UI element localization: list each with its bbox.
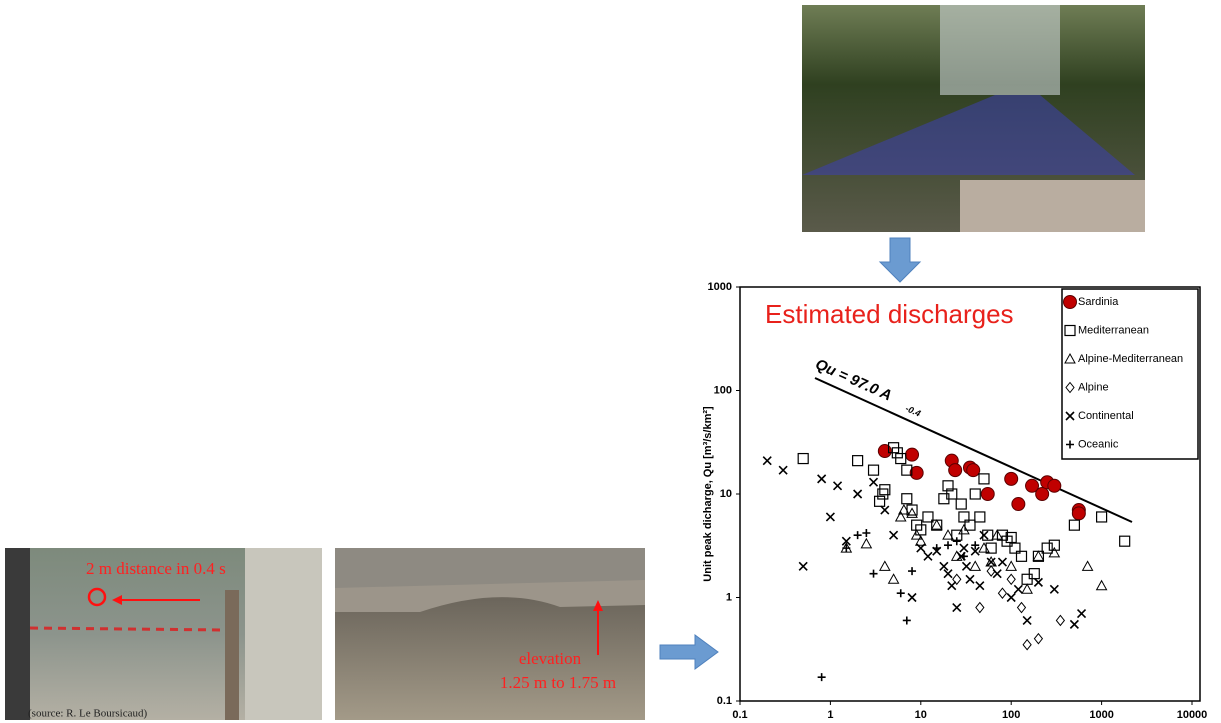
- y-tick-label: 100: [714, 384, 732, 396]
- x-tick-label: 0.1: [732, 709, 747, 721]
- legend-label: Oceanic: [1078, 438, 1119, 450]
- legend-label: Alpine: [1078, 381, 1109, 393]
- flood-photo-1: 2 m distance in 0.4 s (source: R. Le Bou…: [5, 548, 322, 720]
- chart-title: Estimated discharges: [765, 299, 1014, 329]
- data-point: [981, 488, 994, 501]
- photo-caption: 1.25 m to 1.75 m: [500, 673, 616, 692]
- data-point: [906, 448, 919, 461]
- x-tick-label: 100: [1002, 709, 1020, 721]
- chart: Estimated discharges Unit peak dicharge,…: [702, 281, 1207, 721]
- flood-photo-2: elevation 1.25 m to 1.75 m: [335, 548, 645, 720]
- x-tick-label: 1000: [1089, 709, 1113, 721]
- data-point: [1036, 488, 1049, 501]
- legend-label: Continental: [1078, 410, 1134, 422]
- data-point: [878, 445, 891, 458]
- data-point: [949, 464, 962, 477]
- legend-label: Alpine-Mediterranean: [1078, 353, 1183, 365]
- photo-caption: elevation: [519, 649, 582, 668]
- y-tick-label: 1: [726, 591, 732, 603]
- legend-label: Mediterranean: [1078, 324, 1149, 336]
- legend-box: [1062, 289, 1198, 459]
- data-point: [967, 464, 980, 477]
- x-tick-label: 1: [827, 709, 833, 721]
- x-tick-label: 10000: [1177, 709, 1208, 721]
- y-tick-label: 0.1: [717, 695, 732, 707]
- river-photo: [802, 5, 1145, 232]
- y-tick-label: 10: [720, 488, 732, 500]
- x-tick-label: 10: [915, 709, 927, 721]
- photo-source: (source: R. Le Boursicaud): [28, 708, 147, 720]
- data-point: [1005, 472, 1018, 485]
- data-point: [1048, 479, 1061, 492]
- legend-label: Sardinia: [1078, 296, 1119, 308]
- data-point: [1072, 507, 1085, 520]
- photo-caption: 2 m distance in 0.4 s: [86, 559, 226, 578]
- y-tick-label: 1000: [708, 281, 732, 293]
- right-arrow: [660, 635, 718, 669]
- slide: 2 m distance in 0.4 s (source: R. Le Bou…: [0, 0, 1221, 723]
- down-arrow: [880, 238, 920, 282]
- data-point: [1012, 498, 1025, 511]
- y-axis-label: Unit peak dicharge, Qu [m³/s/km²]: [702, 406, 714, 582]
- legend-marker: [1064, 296, 1077, 309]
